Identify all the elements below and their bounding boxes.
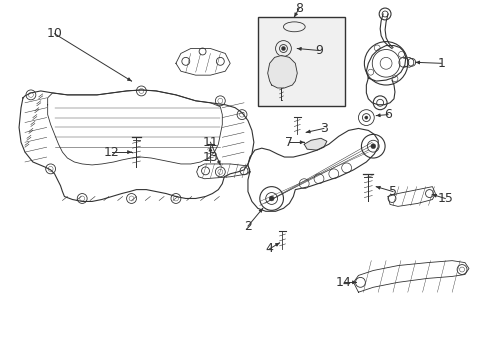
- Text: 15: 15: [436, 192, 452, 205]
- Circle shape: [364, 116, 367, 119]
- Text: 11: 11: [202, 136, 218, 149]
- Circle shape: [268, 196, 274, 201]
- Polygon shape: [267, 55, 297, 88]
- Text: 9: 9: [314, 44, 322, 57]
- Text: 3: 3: [319, 122, 327, 135]
- Text: 2: 2: [244, 220, 251, 233]
- Text: 7: 7: [285, 136, 293, 149]
- Text: 1: 1: [436, 57, 445, 70]
- Text: 12: 12: [104, 145, 120, 159]
- Text: 5: 5: [388, 185, 396, 198]
- Circle shape: [370, 144, 375, 149]
- Text: 8: 8: [295, 1, 303, 14]
- Bar: [257, 17, 344, 106]
- Circle shape: [281, 46, 285, 50]
- Polygon shape: [304, 138, 326, 150]
- Text: 6: 6: [384, 108, 391, 121]
- Text: 10: 10: [46, 27, 62, 40]
- Text: 4: 4: [265, 242, 273, 255]
- Text: 13: 13: [202, 150, 218, 163]
- Text: 14: 14: [335, 276, 351, 289]
